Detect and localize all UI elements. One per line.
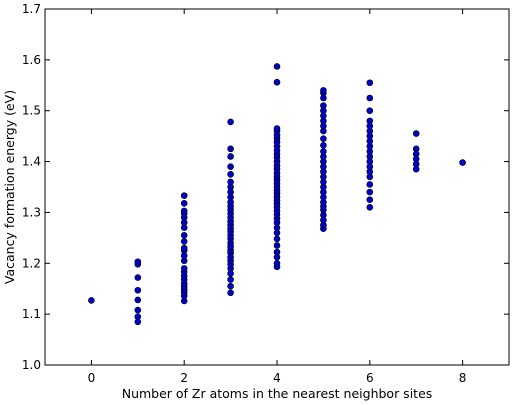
data-point	[366, 94, 374, 102]
data-point	[134, 258, 142, 266]
data-point	[134, 313, 142, 320]
data-point	[180, 232, 188, 239]
data-point	[366, 181, 374, 188]
y-tick-label: 1.2	[22, 256, 41, 270]
axis-ticks: 0 2 4 6 8 1.0 1.1 1.2 1.3 1.4 1.5 1.6 1.7	[22, 2, 509, 385]
x-tick-label: 4	[273, 371, 281, 385]
data-point	[134, 306, 142, 314]
data-point	[366, 107, 374, 115]
data-point	[227, 178, 234, 186]
data-point	[227, 163, 234, 170]
data-point	[134, 274, 142, 281]
data-point	[412, 130, 420, 137]
data-point	[180, 199, 188, 207]
data-point	[227, 153, 234, 160]
data-point	[227, 145, 234, 153]
data-point	[366, 117, 374, 125]
data-point	[273, 78, 281, 86]
data-point	[320, 102, 327, 109]
data-point	[366, 79, 374, 87]
data-point	[180, 192, 188, 199]
x-tick-label: 2	[180, 371, 188, 385]
data-point	[273, 125, 281, 132]
data-points	[88, 63, 466, 326]
y-tick-label: 1.4	[22, 155, 41, 169]
data-point	[366, 188, 374, 196]
data-point	[227, 170, 234, 178]
data-point	[412, 145, 420, 153]
x-tick-label: 0	[88, 371, 96, 385]
data-point	[180, 238, 188, 245]
data-point	[320, 148, 327, 155]
y-tick-label: 1.5	[22, 104, 41, 118]
x-tick-label: 8	[459, 371, 467, 385]
y-tick-label: 1.7	[22, 2, 41, 16]
data-point	[273, 259, 281, 267]
data-point	[134, 286, 142, 294]
y-axis-label: Vacancy formation energy (eV)	[2, 90, 17, 284]
y-tick-label: 1.3	[22, 205, 41, 219]
data-point	[180, 244, 188, 252]
data-point	[180, 265, 188, 272]
data-point	[180, 207, 188, 215]
data-point	[227, 118, 234, 126]
x-tick-label: 6	[366, 371, 374, 385]
data-point	[320, 141, 327, 149]
data-point	[134, 296, 142, 304]
data-point	[273, 242, 281, 249]
data-point	[227, 282, 234, 290]
data-point	[320, 135, 327, 142]
data-point	[366, 196, 374, 204]
data-point	[227, 289, 234, 297]
data-point	[273, 248, 281, 256]
data-point	[459, 159, 466, 166]
data-point	[366, 204, 374, 211]
y-tick-label: 1.0	[22, 358, 41, 372]
data-point	[273, 235, 281, 243]
x-axis-label: Number of Zr atoms in the nearest neighb…	[122, 386, 433, 401]
data-point	[320, 87, 327, 94]
y-tick-label: 1.6	[22, 53, 41, 67]
data-point	[88, 297, 95, 304]
data-point	[273, 63, 281, 70]
y-tick-label: 1.1	[22, 307, 41, 321]
data-point	[227, 276, 234, 283]
